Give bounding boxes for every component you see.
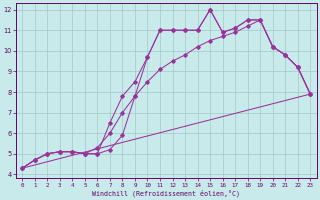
X-axis label: Windchill (Refroidissement éolien,°C): Windchill (Refroidissement éolien,°C): [92, 189, 240, 197]
